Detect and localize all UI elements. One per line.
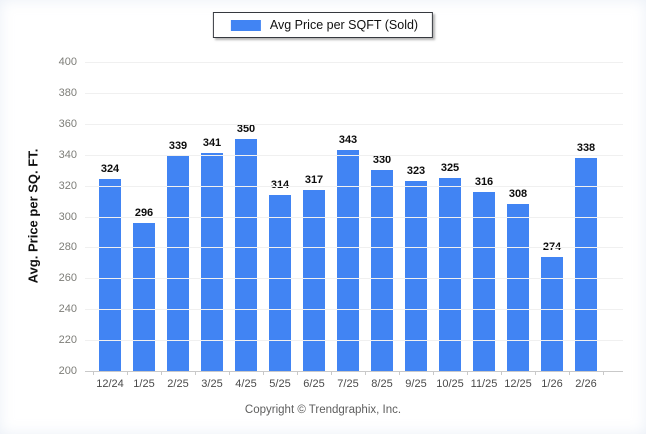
bar-value-label: 324	[100, 163, 120, 175]
x-tick-mark	[467, 371, 468, 375]
bar-value-label: 314	[270, 179, 290, 191]
x-tick-label: 8/25	[371, 378, 393, 390]
y-tick-label: 200	[58, 365, 77, 377]
bar-2-26	[575, 158, 597, 371]
bar-value-label: 317	[304, 174, 324, 186]
y-gridline	[85, 62, 623, 63]
x-tick-label: 1/25	[133, 378, 155, 390]
x-tick-mark	[365, 371, 366, 375]
x-tick-mark	[127, 371, 128, 375]
bar-3-25	[201, 153, 223, 371]
bar-6-25	[303, 190, 325, 371]
bar-value-label: 338	[576, 142, 596, 154]
x-tick-mark	[93, 371, 94, 375]
bar-value-label: 316	[474, 176, 494, 188]
y-tick-label: 340	[58, 149, 77, 161]
bar-4-25	[235, 139, 257, 371]
x-tick-label: 1/26	[541, 378, 563, 390]
bar-value-label: 325	[440, 162, 460, 174]
x-tick-mark	[501, 371, 502, 375]
legend: Avg Price per SQFT (Sold)	[212, 12, 434, 38]
legend-label: Avg Price per SQFT (Sold)	[269, 18, 419, 32]
bar-7-25	[337, 150, 359, 371]
y-gridline	[85, 278, 623, 279]
y-tick-label: 260	[58, 272, 77, 284]
x-tick-mark	[569, 371, 570, 375]
x-tick-mark	[297, 371, 298, 375]
x-tick-mark	[195, 371, 196, 375]
y-gridline	[85, 155, 623, 156]
bar-12-24	[99, 179, 121, 371]
bar-1-25	[133, 223, 155, 371]
bar-2-25	[167, 156, 189, 371]
y-tick-label: 220	[58, 334, 77, 346]
x-tick-mark	[263, 371, 264, 375]
bar-value-label: 296	[134, 207, 154, 219]
x-tick-label: 3/25	[201, 378, 223, 390]
x-tick-label: 7/25	[337, 378, 359, 390]
x-tick-label: 4/25	[235, 378, 257, 390]
x-tick-label: 12/24	[96, 378, 124, 390]
x-tick-label: 6/25	[303, 378, 325, 390]
bars-layer: 324 12/24 296 1/25 339 2/25 341 3/25 350 4/25 314 5…	[93, 62, 604, 390]
y-tick-label: 300	[58, 211, 77, 223]
bar-5-25	[269, 195, 291, 371]
x-tick-mark	[331, 371, 332, 375]
bar-9-25	[405, 181, 427, 371]
bar-value-label: 350	[236, 123, 256, 135]
y-tick-label: 320	[58, 180, 77, 192]
y-gridline	[85, 217, 623, 218]
y-gridline	[85, 309, 623, 310]
y-gridline	[85, 340, 623, 341]
y-gridline	[85, 124, 623, 125]
bar-12-25	[507, 204, 529, 371]
x-tick-label: 12/25	[504, 378, 532, 390]
x-axis-baseline	[85, 371, 623, 372]
x-tick-label: 10/25	[436, 378, 464, 390]
x-tick-label: 11/25	[470, 378, 498, 390]
plot-area: 324 12/24 296 1/25 339 2/25 341 3/25 350 4/25 314 5…	[59, 56, 623, 390]
y-tick-label: 400	[58, 56, 77, 68]
bar-11-25	[473, 192, 495, 371]
x-tick-label: 5/25	[269, 378, 291, 390]
legend-swatch	[230, 19, 261, 31]
x-tick-label: 2/25	[167, 378, 189, 390]
bar-value-label: 308	[508, 188, 528, 200]
bar-10-25	[439, 178, 461, 371]
y-gridline	[85, 93, 623, 94]
y-tick-label: 380	[58, 87, 77, 99]
y-gridline	[85, 186, 623, 187]
bar-value-label: 330	[372, 154, 392, 166]
footer-copyright: Copyright © Trendgraphix, Inc.	[244, 404, 402, 416]
bar-value-label: 343	[338, 134, 358, 146]
x-tick-mark	[535, 371, 536, 375]
bar-value-label: 341	[202, 137, 222, 149]
bar-1-26	[541, 257, 563, 371]
x-tick-mark	[229, 371, 230, 375]
y-tick-label: 360	[58, 118, 77, 130]
bar-8-25	[371, 170, 393, 371]
bar-value-label: 339	[168, 140, 188, 152]
y-tick-label: 280	[58, 241, 77, 253]
x-tick-mark	[399, 371, 400, 375]
bar-value-label: 323	[406, 165, 426, 177]
x-tick-mark	[603, 371, 604, 375]
x-tick-mark	[433, 371, 434, 375]
x-tick-label: 2/26	[575, 378, 597, 390]
x-tick-label: 9/25	[405, 378, 427, 390]
y-gridline	[85, 247, 623, 248]
y-tick-label: 240	[58, 303, 77, 315]
x-tick-mark	[161, 371, 162, 375]
